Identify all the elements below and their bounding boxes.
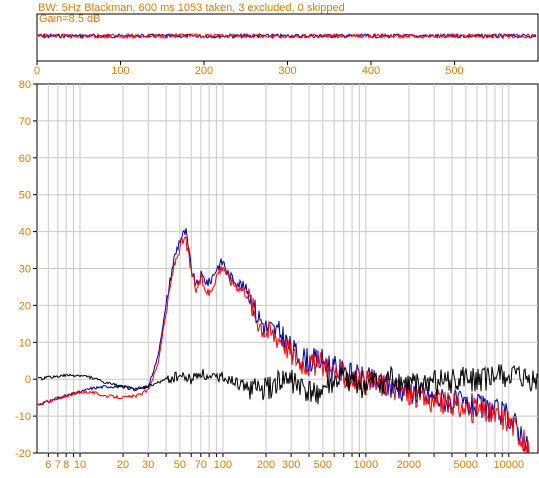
- spectrum-series-black: [38, 364, 538, 405]
- spectrum-x-tick-label: 7: [55, 459, 61, 471]
- spectrum-y-tick-label: 10: [19, 337, 31, 349]
- strip-x-tick-label: 400: [362, 65, 380, 77]
- spectrum-y-tick-label: 80: [19, 79, 31, 91]
- spectrum-y-tick-label: -20: [15, 448, 31, 460]
- spectrum-x-tick-label: 10000: [494, 459, 525, 471]
- time-strip-frame: [36, 13, 539, 62]
- spectrum-x-tick-label: 8: [63, 459, 69, 471]
- spectrum-y-tick-label: 20: [19, 300, 31, 312]
- strip-x-tick-label: 500: [445, 65, 463, 77]
- spectrum-y-tick-label: 0: [25, 374, 31, 386]
- header-line-1: BW: 5Hz Blackman, 600 ms 1053 taken, 3 e…: [38, 2, 345, 14]
- strip-x-tick-label: 0: [34, 65, 40, 77]
- spectrum-x-tick-label: 30: [142, 459, 154, 471]
- spectrum-y-tick-label: 60: [19, 153, 31, 165]
- spectrum-y-tick-label: 40: [19, 227, 31, 239]
- spectrum-x-tick-label: 10: [74, 459, 86, 471]
- spectrum-x-tick-label: 6: [45, 459, 51, 471]
- gain-label: Gain=8.5 dB: [39, 13, 100, 25]
- spectrum-x-tick-label: 2000: [397, 459, 421, 471]
- spectrum-x-tick-label: 50: [174, 459, 186, 471]
- spectrum-y-tick-label: 50: [19, 190, 31, 202]
- spectrum-x-tick-label: 100: [214, 459, 232, 471]
- time-strip-panel: Gain=8.5 dB 0 100 200 300 400 500: [34, 13, 539, 77]
- spectrum-x-tick-label: 200: [257, 459, 275, 471]
- strip-series-red: [37, 32, 537, 40]
- spectrum-x-tick-label: 300: [282, 459, 300, 471]
- spectrum-x-tick-label: 500: [314, 459, 332, 471]
- spectrum-y-tick-label: 70: [19, 116, 31, 128]
- strip-x-tick-label: 200: [195, 65, 213, 77]
- strip-x-tick-label: 300: [278, 65, 296, 77]
- spectrum-x-tick-label: 20: [117, 459, 129, 471]
- spectrum-x-tick-label: 5000: [454, 459, 478, 471]
- strip-x-tick-label: 100: [111, 65, 129, 77]
- spectrum-y-tick-label: 30: [19, 264, 31, 276]
- spectrum-x-tick-label: 70: [195, 459, 207, 471]
- spectrum-y-tick-label: -10: [15, 411, 31, 423]
- spectrum-x-tick-label: 1000: [354, 459, 378, 471]
- spectrum-series-red: [37, 236, 530, 454]
